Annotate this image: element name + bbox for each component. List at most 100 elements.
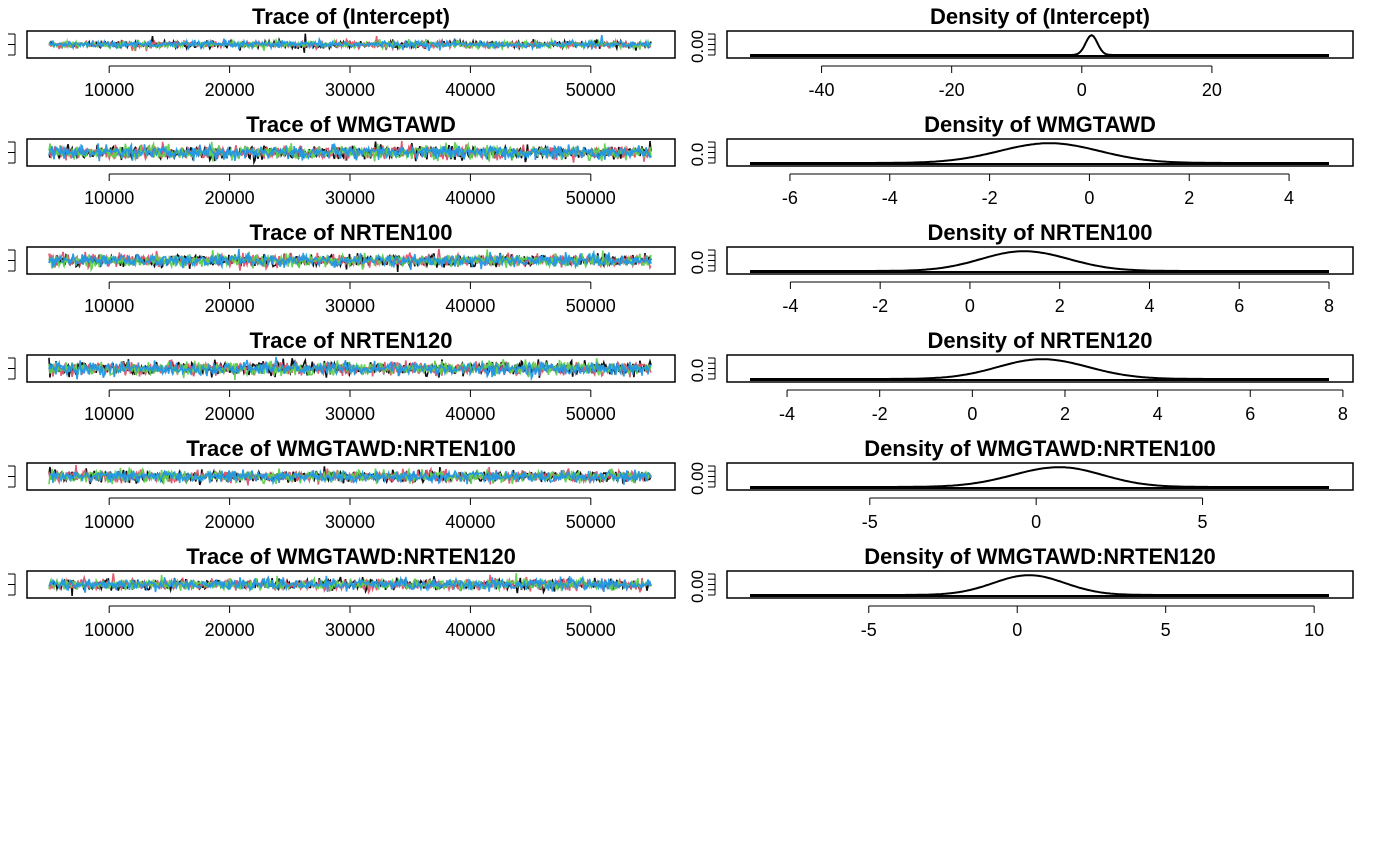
x-tick-label: 30000 xyxy=(325,620,375,640)
panel-title: Density of (Intercept) xyxy=(930,4,1150,29)
x-tick-label: -4 xyxy=(882,188,898,208)
plot-box xyxy=(726,30,1354,59)
x-tick-label: 10000 xyxy=(84,620,134,640)
plot-box xyxy=(26,462,676,491)
x-tick-label: -40 xyxy=(809,80,835,100)
x-tick-label: -20 xyxy=(939,80,965,100)
x-tick-label: 2 xyxy=(1060,404,1070,424)
x-tick-label: 8 xyxy=(1324,296,1334,316)
x-tick-label: -2 xyxy=(872,404,888,424)
x-tick-label: 50000 xyxy=(566,620,616,640)
x-tick-label: 40000 xyxy=(445,80,495,100)
x-tick-label: 5 xyxy=(1198,512,1208,532)
panel-title: Trace of WMGTAWD:NRTEN100 xyxy=(186,436,516,461)
plot-box xyxy=(26,354,676,383)
density-curve xyxy=(750,250,1329,272)
x-tick-label: -5 xyxy=(861,620,877,640)
x-tick-label: 6 xyxy=(1234,296,1244,316)
x-tick-label: -2 xyxy=(982,188,998,208)
x-tick-label: 5 xyxy=(1161,620,1171,640)
density-curve xyxy=(750,142,1329,164)
panel-title: Density of WMGTAWD xyxy=(924,112,1156,137)
y-tick-label: 0.00 xyxy=(688,30,707,63)
trace-chain-4 xyxy=(48,575,652,593)
x-tick-label: 10000 xyxy=(84,80,134,100)
panel-density-4: Density of NRTEN120 -4 -2 0 2 4 6 8 0.0 xyxy=(688,328,1354,424)
panel-density-5: Density of WMGTAWD:NRTEN100 -5 0 5 0.00 xyxy=(688,436,1354,532)
x-tick-label: -2 xyxy=(872,296,888,316)
x-tick-label: 0 xyxy=(1012,620,1022,640)
plot-box xyxy=(26,138,676,167)
trace-chain-4 xyxy=(48,468,652,486)
panel-title: Trace of (Intercept) xyxy=(252,4,450,29)
panel-density-6: Density of WMGTAWD:NRTEN120 -5 0 5 10 0.00 xyxy=(688,544,1354,640)
x-tick-label: 8 xyxy=(1338,404,1348,424)
y-tick-label: 0.0 xyxy=(688,359,707,383)
y-tick-label: 0.00 xyxy=(688,462,707,495)
x-tick-label: 20000 xyxy=(205,80,255,100)
panel-density-2: Density of WMGTAWD -6 -4 -2 0 2 4 0.0 xyxy=(688,112,1354,208)
x-tick-label: 20000 xyxy=(205,404,255,424)
panel-title: Trace of NRTEN100 xyxy=(250,220,453,245)
panel-trace-3: Trace of NRTEN100 10000 20000 30000 40000 500… xyxy=(8,220,676,316)
panel-title: Density of NRTEN100 xyxy=(928,220,1153,245)
x-tick-label: 30000 xyxy=(325,80,375,100)
plot-box xyxy=(726,462,1354,491)
density-curve xyxy=(750,34,1329,56)
x-tick-label: 20000 xyxy=(205,620,255,640)
x-tick-label: 10000 xyxy=(84,296,134,316)
trace-chain-4 xyxy=(48,34,652,52)
x-tick-label: 50000 xyxy=(566,296,616,316)
x-tick-label: -5 xyxy=(862,512,878,532)
panel-title: Trace of NRTEN120 xyxy=(250,328,453,353)
plot-box xyxy=(726,354,1354,383)
x-tick-label: 20000 xyxy=(205,188,255,208)
x-tick-label: 10000 xyxy=(84,188,134,208)
x-tick-label: 30000 xyxy=(325,296,375,316)
density-curve xyxy=(750,574,1329,596)
x-tick-label: 0 xyxy=(1084,188,1094,208)
density-curve xyxy=(750,358,1329,380)
panel-density-1: Density of (Intercept) -40 -20 0 20 0.00 xyxy=(688,4,1354,100)
x-tick-label: -4 xyxy=(779,404,795,424)
x-tick-label: 30000 xyxy=(325,404,375,424)
panel-trace-2: Trace of WMGTAWD 10000 20000 30000 40000 5000… xyxy=(8,112,676,208)
x-tick-label: 40000 xyxy=(445,188,495,208)
x-tick-label: 50000 xyxy=(566,80,616,100)
plot-box xyxy=(26,30,676,59)
y-tick-label: 0.0 xyxy=(688,143,707,167)
x-tick-label: -6 xyxy=(782,188,798,208)
density-curve xyxy=(750,466,1329,488)
x-tick-label: 0 xyxy=(1031,512,1041,532)
panel-density-3: Density of NRTEN100 -4 -2 0 2 4 6 8 0.0 xyxy=(688,220,1354,316)
x-tick-label: 2 xyxy=(1055,296,1065,316)
x-tick-label: 40000 xyxy=(445,620,495,640)
y-tick-label: 0.0 xyxy=(688,251,707,275)
x-tick-label: 6 xyxy=(1245,404,1255,424)
panel-title: Trace of WMGTAWD:NRTEN120 xyxy=(186,544,516,569)
x-tick-label: 30000 xyxy=(325,188,375,208)
x-tick-label: 2 xyxy=(1184,188,1194,208)
x-tick-label: 20 xyxy=(1202,80,1222,100)
panel-title: Density of WMGTAWD:NRTEN120 xyxy=(864,544,1216,569)
panel-title: Density of NRTEN120 xyxy=(928,328,1153,353)
panel-title: Density of WMGTAWD:NRTEN100 xyxy=(864,436,1216,461)
x-tick-label: 4 xyxy=(1284,188,1294,208)
panel-trace-1: Trace of (Intercept) 10000 20000 30000 40000… xyxy=(8,4,676,100)
x-tick-label: 40000 xyxy=(445,512,495,532)
x-tick-label: 0 xyxy=(965,296,975,316)
x-tick-label: 4 xyxy=(1153,404,1163,424)
x-tick-label: 50000 xyxy=(566,512,616,532)
x-tick-label: 0 xyxy=(967,404,977,424)
x-tick-label: 40000 xyxy=(445,296,495,316)
plot-box xyxy=(726,138,1354,167)
panel-trace-4: Trace of NRTEN120 10000 20000 30000 40000 500… xyxy=(8,328,676,424)
x-tick-label: 20000 xyxy=(205,296,255,316)
x-tick-label: 0 xyxy=(1077,80,1087,100)
x-tick-label: 10000 xyxy=(84,512,134,532)
x-tick-label: 50000 xyxy=(566,188,616,208)
y-tick-label: 0.00 xyxy=(688,570,707,603)
x-tick-label: -4 xyxy=(782,296,798,316)
panel-trace-6: Trace of WMGTAWD:NRTEN120 10000 20000 30000… xyxy=(8,544,676,640)
